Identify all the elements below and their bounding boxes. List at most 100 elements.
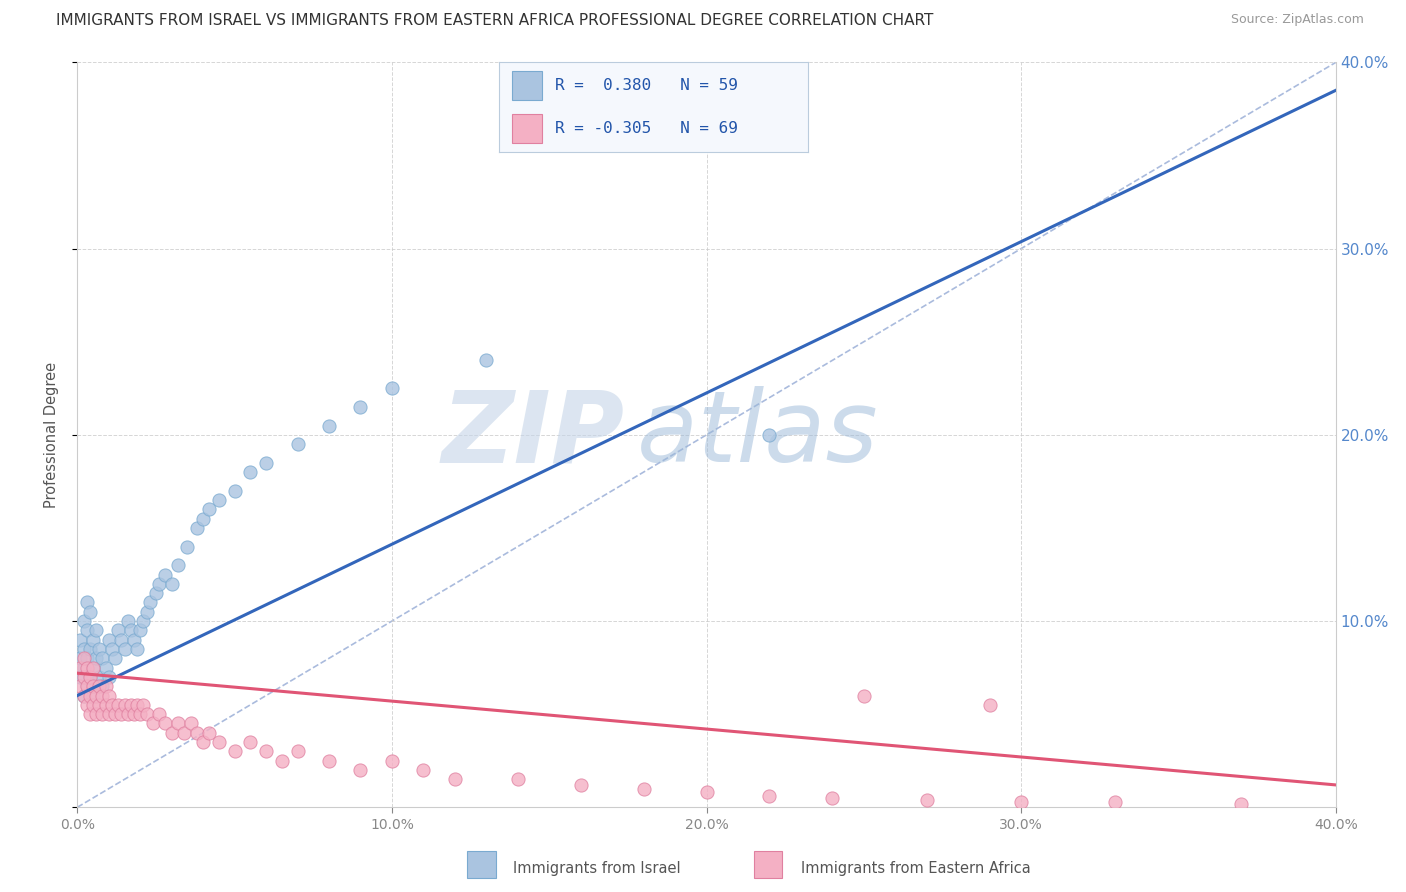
Point <box>79 670 101 684</box>
Point <box>82 698 104 712</box>
Point <box>76 679 98 693</box>
Text: R = -0.305   N = 69: R = -0.305 N = 69 <box>555 121 738 136</box>
Point <box>117 614 139 628</box>
Point <box>97 707 120 722</box>
Point <box>138 595 160 609</box>
Point <box>758 428 780 442</box>
Point <box>84 707 107 722</box>
Point <box>76 679 98 693</box>
Point <box>72 689 94 703</box>
Point <box>915 793 938 807</box>
Point <box>186 521 208 535</box>
Point <box>69 651 91 665</box>
Point <box>97 689 120 703</box>
Point <box>270 754 292 768</box>
Point <box>72 670 94 684</box>
Point <box>1230 797 1253 811</box>
Point <box>84 624 107 638</box>
Point <box>142 716 165 731</box>
Point <box>69 679 91 693</box>
Point <box>69 670 91 684</box>
Point <box>76 698 98 712</box>
Point <box>120 698 142 712</box>
Point <box>979 698 1001 712</box>
Text: Immigrants from Eastern Africa: Immigrants from Eastern Africa <box>801 861 1031 876</box>
Point <box>349 400 371 414</box>
Point <box>318 418 340 433</box>
Point <box>114 642 136 657</box>
Point <box>145 586 167 600</box>
Point <box>89 698 111 712</box>
Point <box>120 624 142 638</box>
Point <box>633 781 655 796</box>
Point <box>72 642 94 657</box>
Point <box>135 605 157 619</box>
Point <box>89 670 111 684</box>
Bar <box>467 851 496 878</box>
Point <box>82 689 104 703</box>
Point <box>155 716 177 731</box>
Point <box>167 558 190 573</box>
Point <box>160 577 183 591</box>
Point <box>852 689 875 703</box>
Point <box>72 614 94 628</box>
Point <box>381 381 404 395</box>
Point <box>122 707 145 722</box>
Point <box>104 707 127 722</box>
Point <box>97 670 120 684</box>
Point <box>132 614 155 628</box>
Bar <box>512 114 543 143</box>
Point <box>76 651 98 665</box>
Point <box>79 605 101 619</box>
Text: atlas: atlas <box>637 386 879 483</box>
Point <box>76 595 98 609</box>
Point <box>76 624 98 638</box>
Point <box>97 632 120 647</box>
Point <box>186 726 208 740</box>
Point <box>208 493 231 508</box>
Point <box>173 726 195 740</box>
Point <box>758 789 780 803</box>
Point <box>107 698 129 712</box>
Point <box>104 651 127 665</box>
Point <box>148 707 170 722</box>
Point <box>91 679 114 693</box>
Point <box>79 707 101 722</box>
Point <box>821 791 844 805</box>
Y-axis label: Professional Degree: Professional Degree <box>44 362 59 508</box>
Text: Immigrants from Israel: Immigrants from Israel <box>513 861 681 876</box>
Point <box>239 735 262 749</box>
Point <box>224 744 246 758</box>
Point <box>127 698 149 712</box>
Point <box>287 437 309 451</box>
Point <box>129 624 152 638</box>
Point <box>696 785 718 799</box>
Point <box>94 679 117 693</box>
Text: R =  0.380   N = 59: R = 0.380 N = 59 <box>555 78 738 93</box>
Point <box>412 763 434 777</box>
Point <box>72 651 94 665</box>
Point <box>84 651 107 665</box>
Point <box>94 660 117 674</box>
Point <box>76 660 98 674</box>
Point <box>110 632 132 647</box>
Point <box>84 689 107 703</box>
Point <box>91 651 114 665</box>
Point <box>191 735 215 749</box>
Point <box>148 577 170 591</box>
Point <box>82 632 104 647</box>
Point <box>82 660 104 674</box>
Point <box>89 679 111 693</box>
Point <box>132 698 155 712</box>
Bar <box>755 851 783 878</box>
Point <box>318 754 340 768</box>
Point <box>198 502 221 516</box>
Point <box>381 754 404 768</box>
Text: Source: ZipAtlas.com: Source: ZipAtlas.com <box>1230 13 1364 27</box>
Point <box>506 772 529 787</box>
Point <box>72 660 94 674</box>
Point <box>122 632 145 647</box>
Point <box>82 660 104 674</box>
Point <box>254 456 277 470</box>
Point <box>79 689 101 703</box>
